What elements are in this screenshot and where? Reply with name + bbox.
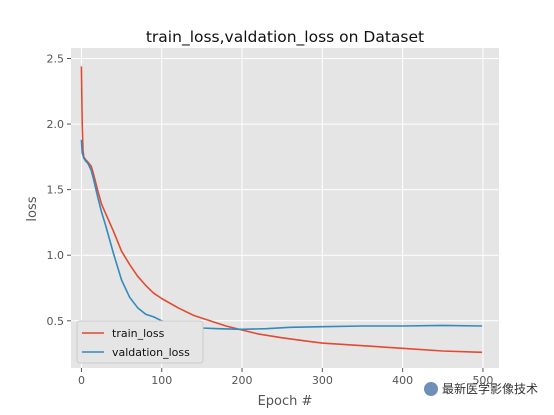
x-axis-label: Epoch # xyxy=(258,394,313,409)
x-tick-label: 500 xyxy=(472,374,493,387)
y-tick-label: 1.5 xyxy=(47,184,65,197)
chart-title: train_loss,valdation_loss on Dataset xyxy=(146,28,424,47)
plot-background xyxy=(71,48,499,368)
legend-label-train-loss: train_loss xyxy=(112,327,165,340)
x-tick-label: 0 xyxy=(78,374,85,387)
y-tick-label: 2.0 xyxy=(47,118,65,131)
x-tick-label: 400 xyxy=(392,374,413,387)
y-axis-label: loss xyxy=(25,196,40,221)
legend: train_loss valdation_loss xyxy=(76,320,204,364)
chat-bubble-icon xyxy=(424,381,438,396)
y-tick-label: 1.0 xyxy=(47,249,65,262)
legend-box xyxy=(76,320,204,364)
x-axis-ticks: 0 100 200 300 400 500 xyxy=(78,368,493,387)
data-lines xyxy=(80,66,483,354)
y-axis-ticks: 0.5 1.0 1.5 2.0 2.5 xyxy=(47,52,71,328)
x-tick-label: 200 xyxy=(232,374,253,387)
legend-label-valdation-loss: valdation_loss xyxy=(112,346,190,359)
x-tick-label: 100 xyxy=(151,374,172,387)
series-line-train-loss xyxy=(80,66,483,354)
watermark-text: 最新医学影像技术 xyxy=(442,382,539,396)
y-tick-label: 0.5 xyxy=(47,315,65,328)
x-tick-label: 300 xyxy=(312,374,333,387)
watermark: 最新医学影像技术 xyxy=(424,380,538,397)
y-tick-label: 2.5 xyxy=(47,52,65,65)
series-line-valdation-loss xyxy=(80,139,483,331)
